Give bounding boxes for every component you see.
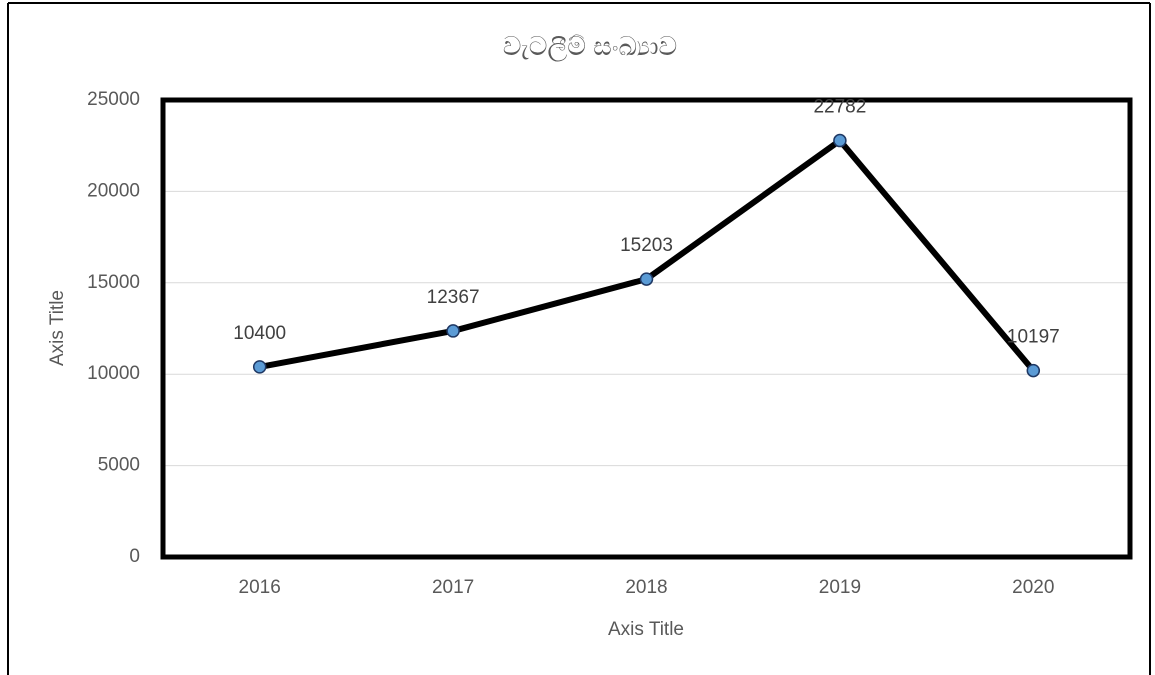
x-axis-title: Axis Title <box>608 619 684 640</box>
data-label: 12367 <box>427 287 480 308</box>
y-tick-label: 20000 <box>87 180 140 201</box>
chart-title: වැටලීම් සංඛ්‍යාව <box>503 31 677 62</box>
y-tick-label: 5000 <box>98 455 140 476</box>
x-tick-label: 2017 <box>432 577 474 598</box>
data-label: 22782 <box>813 97 866 118</box>
marker <box>252 360 267 374</box>
data-label: 10400 <box>233 323 286 344</box>
y-tick-label: 10000 <box>87 363 140 384</box>
marker <box>833 133 847 148</box>
x-tick-label: 2019 <box>819 577 861 598</box>
data-label: 15203 <box>620 235 673 256</box>
x-tick-label: 2016 <box>239 577 281 598</box>
y-tick-label: 15000 <box>87 272 140 293</box>
x-tick-label: 2018 <box>625 577 667 598</box>
marker <box>639 272 654 286</box>
marker <box>446 324 460 338</box>
y-axis-title: Axis Title <box>47 290 68 366</box>
data-label: 10197 <box>1007 327 1060 348</box>
x-tick-label: 2020 <box>1012 577 1054 598</box>
plot-border <box>160 97 1133 560</box>
y-tick-label: 0 <box>129 546 140 567</box>
marker <box>1026 363 1041 378</box>
y-tick-label: 25000 <box>87 89 140 110</box>
